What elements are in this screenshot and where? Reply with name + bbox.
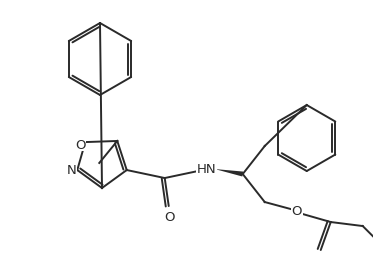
Text: O: O — [75, 138, 85, 151]
Text: N: N — [66, 163, 76, 176]
Text: O: O — [291, 204, 302, 217]
Text: HN: HN — [197, 162, 217, 175]
Text: O: O — [313, 253, 324, 254]
Text: O: O — [164, 210, 175, 223]
Polygon shape — [215, 169, 243, 177]
